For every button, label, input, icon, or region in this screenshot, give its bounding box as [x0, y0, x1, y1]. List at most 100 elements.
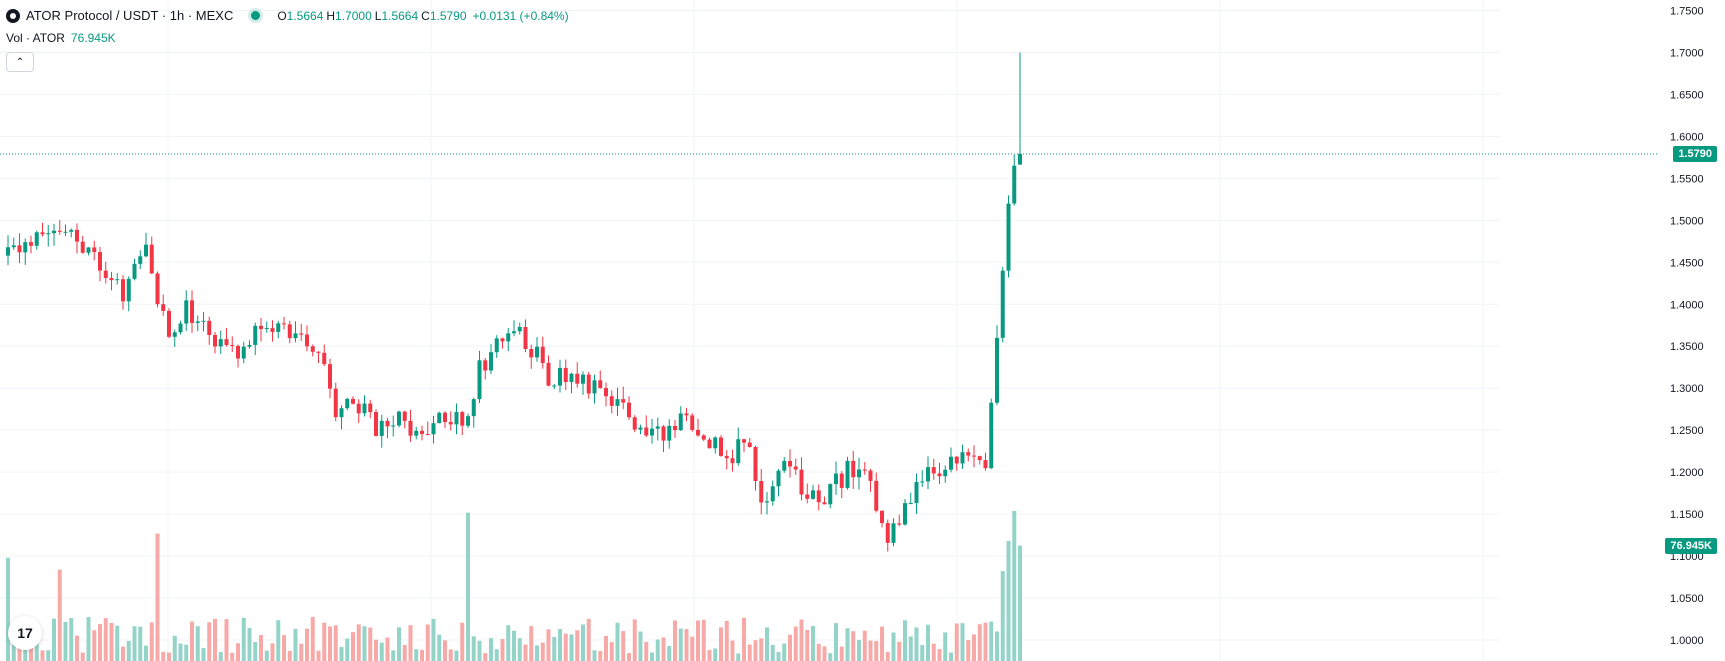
volume-bar — [207, 622, 212, 661]
volume-bar — [880, 626, 884, 661]
candle-body — [747, 442, 752, 447]
candle-body — [535, 346, 539, 358]
candle-body — [443, 412, 447, 423]
y-tick-label: 1.6500 — [1670, 89, 1704, 101]
volume-bar — [69, 618, 74, 661]
volume-bar — [500, 639, 505, 661]
volume-bar — [581, 624, 585, 661]
volume-bar — [414, 649, 419, 661]
candle-body — [914, 482, 919, 504]
volume-bar — [851, 631, 856, 661]
candle-body — [287, 324, 292, 339]
volume-bar — [431, 618, 436, 661]
candle-body — [604, 388, 608, 397]
volume-bar — [328, 626, 332, 661]
volume-bar — [351, 632, 355, 661]
chevron-up-icon: ⌃ — [15, 56, 25, 68]
volume-bar — [828, 653, 833, 661]
candle-body — [678, 413, 683, 431]
candle-body — [569, 373, 574, 383]
volume-label[interactable]: Vol · ATOR — [6, 31, 65, 45]
candle-body — [397, 411, 401, 426]
volume-bar — [195, 626, 200, 661]
collapse-legend-button[interactable]: ⌃ — [6, 52, 34, 72]
volume-bar — [621, 631, 626, 661]
volume-bar — [316, 650, 321, 661]
candle-body — [293, 333, 298, 339]
volume-bar — [11, 639, 16, 661]
candle-body — [477, 360, 482, 400]
candle-body — [161, 304, 166, 311]
close-label: C — [421, 8, 430, 23]
candle-body — [224, 339, 229, 345]
candle-body — [839, 473, 844, 488]
candle-body — [546, 362, 551, 386]
symbol-logo-icon — [6, 8, 20, 23]
volume-bar — [483, 653, 488, 661]
volume-bar — [753, 640, 758, 661]
market-status-icon[interactable] — [251, 11, 261, 20]
candle-body — [920, 481, 925, 483]
candle-body — [52, 230, 56, 234]
volume-bar — [460, 622, 465, 661]
volume-bar — [736, 653, 741, 661]
volume-bar — [540, 642, 545, 661]
volume-bar — [322, 622, 327, 661]
candle-body — [40, 232, 45, 235]
volume-bar — [644, 641, 649, 661]
volume-bar — [949, 652, 953, 661]
candle-body — [1012, 165, 1017, 204]
candle-body — [98, 252, 102, 271]
candle-body — [207, 320, 212, 335]
candle-body — [891, 523, 896, 543]
candle-body — [230, 344, 235, 346]
volume-bar — [477, 640, 482, 661]
volume-bar — [684, 629, 689, 661]
volume-bar — [75, 635, 79, 661]
volume-bar — [293, 628, 298, 661]
candle-body — [431, 423, 436, 435]
candle-body — [615, 399, 620, 406]
candle-body — [558, 367, 562, 386]
volume-bar — [362, 626, 367, 661]
volume-bar — [615, 622, 620, 661]
candle-body — [1000, 270, 1005, 338]
volume-bar — [552, 637, 557, 661]
volume-bar — [339, 646, 344, 661]
volume-bar — [425, 624, 430, 661]
candle-body — [862, 469, 867, 471]
volume-bar — [529, 626, 534, 661]
volume-bar — [811, 625, 815, 661]
volume-bar — [144, 645, 148, 661]
volume-bar — [466, 512, 470, 661]
volume-bar — [109, 622, 114, 661]
candle-body — [845, 460, 850, 488]
tradingview-logo-icon[interactable]: 17 — [8, 616, 42, 650]
volume-bar — [1006, 541, 1011, 661]
volume-bar — [448, 649, 453, 661]
high-label: H — [326, 8, 336, 23]
volume-bar — [655, 639, 660, 661]
symbol-title[interactable]: ATOR Protocol / USDT · 1h · MEXC — [26, 8, 234, 23]
volume-bar — [86, 617, 91, 661]
candle-body — [333, 388, 338, 418]
candle-body — [500, 338, 505, 342]
volume-bar — [29, 642, 33, 661]
volume-bar — [920, 645, 925, 661]
candle-body — [305, 334, 309, 347]
volume-bar — [569, 634, 574, 661]
candle-body — [391, 425, 396, 427]
candle-body — [299, 333, 304, 335]
candle-body — [276, 323, 281, 332]
volume-bar — [368, 627, 373, 661]
candle-body — [121, 279, 125, 302]
y-tick-label: 1.0000 — [1670, 635, 1704, 647]
candle-body — [793, 466, 798, 470]
volume-bar — [977, 624, 982, 661]
volume-bar — [770, 644, 775, 661]
candle-body — [598, 380, 603, 389]
candle-body — [822, 502, 827, 505]
volume-bar — [420, 649, 424, 661]
last-price-badge: 1.5790 — [1673, 146, 1717, 163]
